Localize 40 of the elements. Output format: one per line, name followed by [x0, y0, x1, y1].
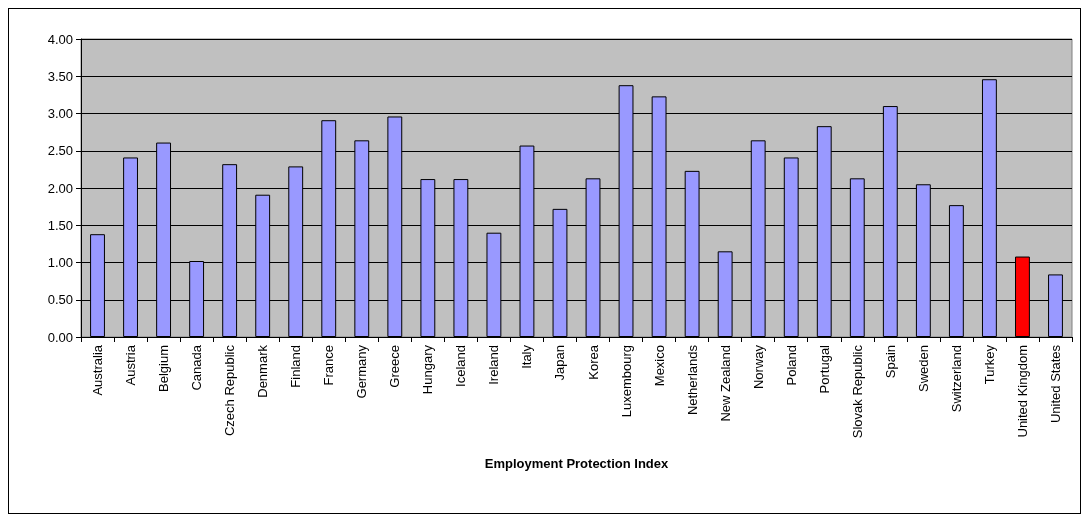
- x-tick-label: United Kingdom: [1014, 345, 1030, 438]
- x-tick-label: Poland: [783, 345, 799, 386]
- x-tick-label: Hungary: [420, 344, 436, 395]
- y-tick-label: 3.50: [47, 68, 73, 84]
- x-tick-label: France: [321, 345, 337, 386]
- x-tick-label: Norway: [750, 344, 766, 390]
- x-tick-label: Greece: [387, 345, 403, 388]
- x-tick-label: Switzerland: [948, 345, 964, 413]
- x-tick-label: Finland: [288, 345, 304, 388]
- x-tick-label: Portugal: [816, 344, 832, 394]
- x-tick-label: Turkey: [981, 344, 997, 385]
- x-tick-label: Spain: [882, 345, 898, 379]
- y-tick-label: 1.00: [47, 255, 73, 270]
- x-tick-label: Sweden: [915, 345, 931, 392]
- y-tick-label: 0.00: [47, 329, 73, 345]
- x-tick-label: New Zealand: [717, 345, 733, 422]
- x-tick-label: Czech Republic: [222, 344, 238, 437]
- y-tick-label: 0.50: [47, 292, 73, 308]
- x-tick-label: Denmark: [255, 344, 271, 398]
- x-tick-label: Ireland: [486, 345, 502, 385]
- x-tick-label: Belgium: [156, 345, 172, 392]
- y-tick-label: 1.50: [47, 217, 73, 233]
- x-tick-label: Mexico: [651, 345, 667, 387]
- x-tick-label: Austria: [123, 344, 139, 386]
- x-axis-title: Employment Protection Index: [484, 456, 669, 471]
- y-tick-label: 3.00: [47, 106, 73, 121]
- x-tick-label: Netherlands: [684, 344, 700, 416]
- x-tick-label: Luxembourg: [618, 345, 634, 418]
- x-tick-label: Iceland: [453, 345, 469, 387]
- x-tick-label: United States: [1047, 344, 1063, 424]
- x-tick-label: Italy: [519, 344, 535, 369]
- x-tick-label: Canada: [189, 344, 205, 391]
- y-tick-label: 4.00: [47, 31, 73, 47]
- x-tick-label: Slovak Republic: [849, 344, 865, 439]
- y-tick-label: 2.50: [47, 143, 73, 159]
- x-tick-label: Australia: [90, 344, 106, 396]
- x-tick-label: Germany: [354, 344, 370, 399]
- x-tick-label: Korea: [585, 344, 601, 380]
- y-tick-label: 2.00: [47, 180, 73, 196]
- x-tick-label: Japan: [552, 345, 568, 381]
